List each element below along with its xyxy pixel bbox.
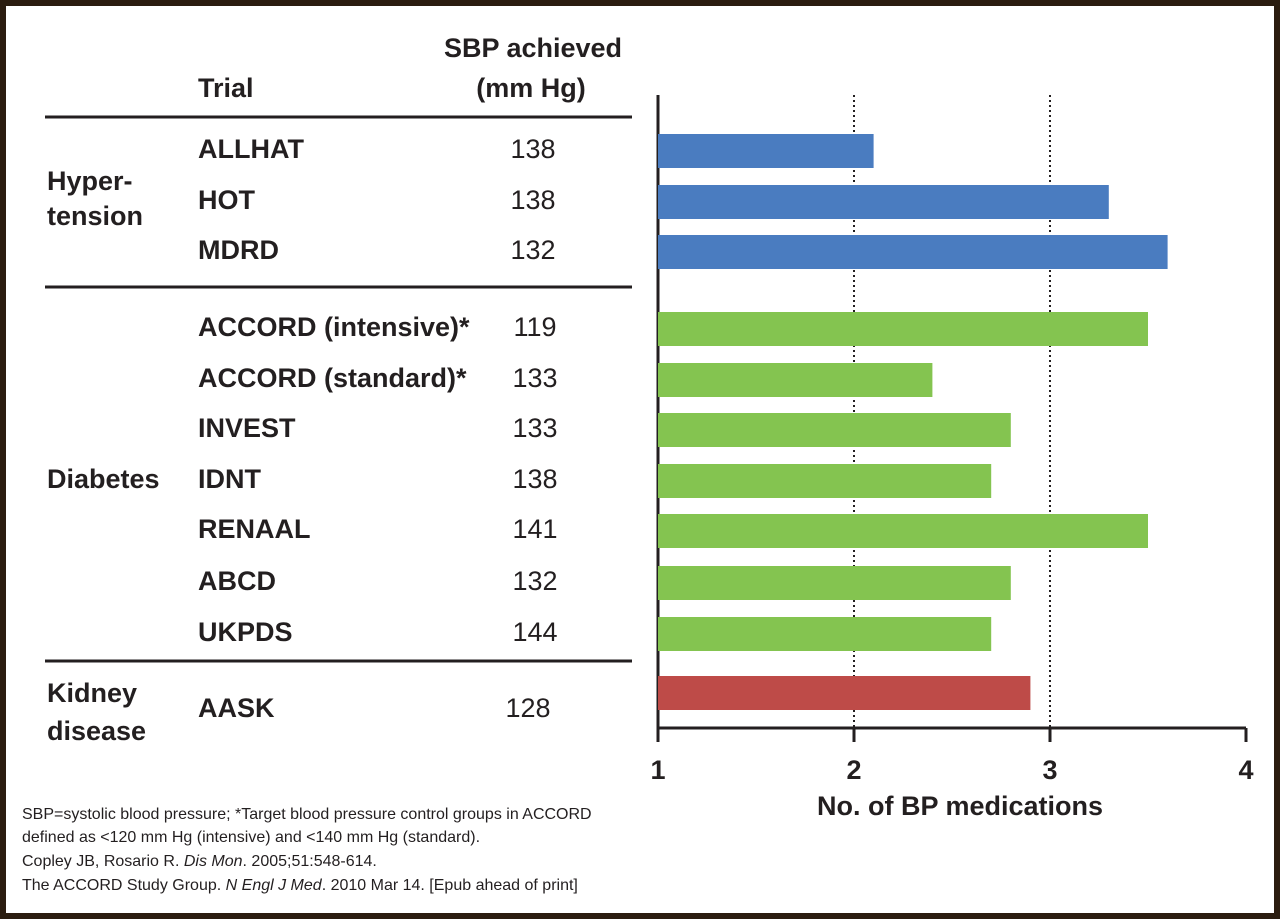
trial-name: ACCORD (standard)* <box>198 363 467 393</box>
trial-name: MDRD <box>198 235 279 265</box>
footnote-segment: . 2010 Mar 14. [Epub ahead of print] <box>322 877 578 894</box>
x-tick-label: 1 <box>650 755 665 785</box>
bar <box>658 185 1109 219</box>
footnote-segment: The ACCORD Study Group. <box>22 877 226 894</box>
bar <box>658 676 1031 710</box>
bar <box>658 413 1011 447</box>
footnote: SBP=systolic blood pressure; *Target blo… <box>22 806 592 823</box>
footnote-segment: SBP=systolic blood pressure; *Target blo… <box>22 806 592 823</box>
footnote-segment: N Engl J Med <box>226 877 323 894</box>
group-label: tension <box>47 201 143 231</box>
trial-name: HOT <box>198 185 256 215</box>
x-tick-label: 2 <box>846 755 861 785</box>
trial-header: Trial <box>198 73 254 103</box>
sbp-value: 138 <box>512 464 557 494</box>
sbp-value: 132 <box>512 566 557 596</box>
bar <box>658 566 1011 600</box>
trial-name: INVEST <box>198 413 296 443</box>
bar <box>658 134 874 168</box>
sbp-value: 141 <box>512 514 557 544</box>
bar <box>658 312 1148 346</box>
bar <box>658 514 1148 548</box>
x-tick-label: 4 <box>1238 755 1253 785</box>
footnote-segment: . 2005;51:548-614. <box>243 853 377 870</box>
sbp-value: 144 <box>512 617 557 647</box>
trial-name: ABCD <box>198 566 276 596</box>
sbp-value: 138 <box>510 185 555 215</box>
sbp-value: 138 <box>510 134 555 164</box>
panel <box>6 6 1274 913</box>
group-label: Diabetes <box>47 464 160 494</box>
trial-name: UKPDS <box>198 617 293 647</box>
trial-name: ALLHAT <box>198 134 304 164</box>
footnote-segment: Copley JB, Rosario R. <box>22 853 184 870</box>
sbp-header: (mm Hg) <box>476 73 586 103</box>
trial-name: RENAAL <box>198 514 311 544</box>
trial-name: IDNT <box>198 464 261 494</box>
sbp-value: 133 <box>512 413 557 443</box>
sbp-value: 128 <box>505 693 550 723</box>
group-label: Hyper- <box>47 166 133 196</box>
footnote-segment: defined as <120 mm Hg (intensive) and <1… <box>22 829 480 846</box>
sbp-value: 132 <box>510 235 555 265</box>
bar <box>658 464 992 498</box>
sbp-value: 119 <box>513 312 556 342</box>
x-tick-label: 3 <box>1042 755 1057 785</box>
bar <box>658 363 933 397</box>
sbp-value: 133 <box>512 363 557 393</box>
group-label: Kidney <box>47 678 137 708</box>
trial-name: AASK <box>198 693 275 723</box>
footnote: defined as <120 mm Hg (intensive) and <1… <box>22 829 480 846</box>
footnote: The ACCORD Study Group. N Engl J Med. 20… <box>22 877 578 894</box>
sbp-header: SBP achieved <box>444 33 622 63</box>
footnote: Copley JB, Rosario R. Dis Mon. 2005;51:5… <box>22 853 377 870</box>
group-label: disease <box>47 716 146 746</box>
x-axis-title: No. of BP medications <box>817 791 1103 821</box>
bar <box>658 235 1168 269</box>
footnote-segment: Dis Mon <box>184 853 243 870</box>
trial-name: ACCORD (intensive)* <box>198 312 470 342</box>
bar <box>658 617 992 651</box>
